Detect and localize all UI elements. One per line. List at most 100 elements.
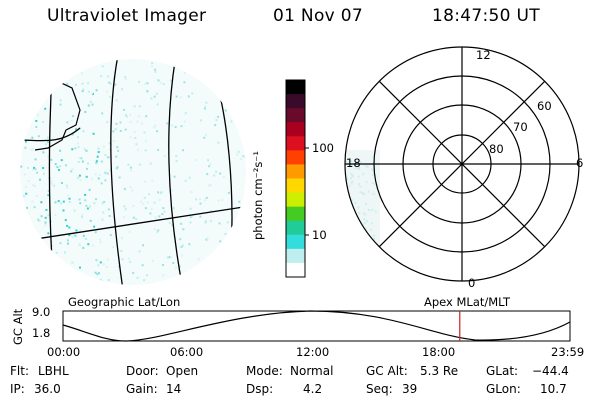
emission-pixel <box>350 249 353 252</box>
emission-pixel <box>125 115 128 118</box>
colorbar-segment <box>286 192 305 208</box>
emission-pixel <box>197 258 200 261</box>
emission-pixel <box>95 160 98 163</box>
emission-pixel <box>81 215 83 218</box>
emission-pixel <box>89 219 92 222</box>
emission-pixel <box>133 130 136 133</box>
emission-pixel <box>352 175 354 177</box>
emission-pixel <box>359 230 362 233</box>
parallel-line <box>20 127 81 142</box>
emission-pixel <box>161 213 164 216</box>
emission-pixel <box>53 184 56 187</box>
emission-pixel <box>32 148 34 151</box>
emission-pixel <box>191 215 194 218</box>
emission-pixel <box>31 136 34 139</box>
emission-pixel <box>359 238 362 241</box>
emission-pixel <box>82 246 85 249</box>
emission-pixel <box>106 156 109 159</box>
emission-pixel <box>71 133 74 136</box>
emission-pixel <box>44 216 47 219</box>
emission-pixel <box>68 226 71 229</box>
emission-pixel <box>350 177 353 180</box>
emission-pixel <box>50 180 53 183</box>
emission-pixel <box>32 168 35 171</box>
emission-pixel <box>350 160 353 163</box>
emission-pixel <box>370 228 373 231</box>
time-label: 18:47:50 UT <box>432 6 540 26</box>
emission-pixel <box>97 177 100 180</box>
altitude-plot <box>62 310 571 342</box>
colorbar <box>285 79 309 278</box>
emission-pixel <box>204 107 206 110</box>
emission-pixel <box>195 198 197 201</box>
altitude-ylabel: GC Alt <box>11 308 25 345</box>
emission-pixel <box>140 122 143 125</box>
emission-pixel <box>156 230 159 233</box>
emission-pixel <box>151 62 154 65</box>
emission-pixel <box>357 249 360 252</box>
colorbar-segment <box>286 108 305 123</box>
emission-pixel <box>71 168 74 171</box>
emission-pixel <box>142 244 144 247</box>
emission-pixel <box>68 201 71 203</box>
meridian-line <box>110 59 124 285</box>
emission-pixel <box>70 119 73 122</box>
emission-pixel <box>101 112 104 115</box>
emission-pixel <box>76 177 79 180</box>
emission-pixel <box>219 240 222 243</box>
emission-pixel <box>74 147 77 150</box>
dsp-value: 4.2 <box>303 382 323 396</box>
emission-pixel <box>129 186 132 189</box>
emission-pixel <box>65 164 67 167</box>
emission-pixel <box>89 100 92 103</box>
emission-pixel <box>209 183 212 186</box>
emission-pixel <box>87 104 90 107</box>
emission-pixel <box>86 207 89 210</box>
emission-pixel <box>112 246 115 249</box>
emission-pixel <box>47 155 50 158</box>
emission-pixel <box>181 244 184 247</box>
emission-pixel <box>44 107 47 110</box>
emission-pixel <box>119 121 122 124</box>
emission-pixel <box>96 155 99 158</box>
emission-pixel <box>129 260 132 263</box>
emission-pixel <box>75 83 77 86</box>
emission-pixel <box>180 245 183 248</box>
emission-pixel <box>25 140 27 143</box>
colorbar-segment <box>286 262 305 278</box>
emission-pixel <box>35 125 38 128</box>
colorbar-segment <box>286 122 305 137</box>
emission-pixel <box>364 164 367 167</box>
emission-pixel <box>87 90 90 93</box>
emission-pixel <box>127 163 130 166</box>
emission-pixel <box>37 114 40 117</box>
emission-pixel <box>171 224 174 227</box>
emission-pixel <box>137 148 140 151</box>
emission-pixel <box>42 167 45 169</box>
emission-pixel <box>182 228 185 231</box>
emission-pixel <box>123 205 126 208</box>
emission-pixel <box>136 120 139 123</box>
emission-pixel <box>175 266 178 269</box>
emission-pixel <box>141 264 144 267</box>
emission-pixel <box>67 194 70 197</box>
emission-pixel <box>364 222 367 224</box>
emission-pixel <box>42 121 45 123</box>
emission-pixel <box>157 191 160 194</box>
emission-pixel <box>364 213 367 216</box>
emission-pixel <box>215 170 218 173</box>
emission-pixel <box>94 173 97 176</box>
emission-pixel <box>360 246 363 249</box>
emission-pixel <box>71 236 74 238</box>
emission-pixel <box>217 199 220 202</box>
emission-pixel <box>348 215 351 218</box>
emission-pixel <box>237 150 240 153</box>
xtick-0000: 00:00 <box>47 345 81 359</box>
emission-pixel <box>351 199 354 202</box>
emission-pixel <box>66 224 69 227</box>
emission-pixel <box>106 90 109 93</box>
instrument-title: Ultraviolet Imager <box>47 6 207 26</box>
emission-pixel <box>175 155 178 157</box>
emission-pixel <box>351 180 354 183</box>
colorbar-segment <box>286 94 305 109</box>
